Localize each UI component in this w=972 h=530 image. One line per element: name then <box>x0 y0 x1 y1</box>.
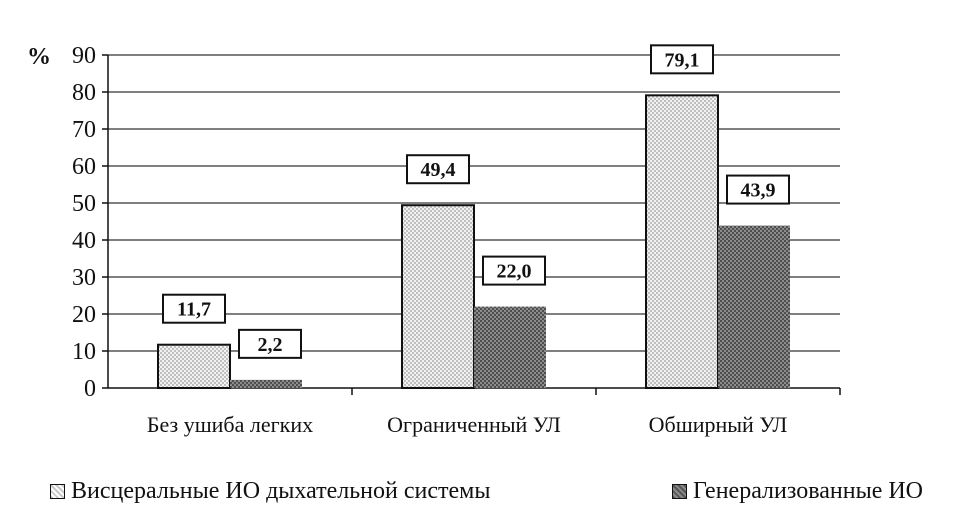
bar-generalized <box>718 225 790 388</box>
legend-label-visceral: Висцеральные ИО дыхательной системы <box>71 478 491 504</box>
y-tick-label: 40 <box>72 228 96 254</box>
x-tick-label: Без ушиба легких <box>147 412 313 437</box>
bars <box>157 94 790 390</box>
data-label-box <box>406 154 470 185</box>
x-tick-label: Обширный УЛ <box>649 412 788 437</box>
data-label: 11,7 <box>177 299 211 321</box>
data-label-box <box>726 174 790 205</box>
data-label-box <box>650 44 714 75</box>
bar-visceral <box>645 94 719 390</box>
bar-generalized <box>474 306 546 388</box>
gridlines <box>108 54 840 352</box>
y-tick-label: 50 <box>72 191 96 217</box>
y-tick-label: 10 <box>72 339 96 365</box>
y-tick-label: 60 <box>72 154 96 180</box>
y-tick-label: 30 <box>72 265 96 291</box>
y-tick-label: 70 <box>72 117 96 143</box>
bar-visceral <box>157 343 231 389</box>
x-tick-label: Ограниченный УЛ <box>387 412 561 437</box>
data-label: 49,4 <box>421 159 456 181</box>
legend-label-generalized: Генерализованные ИО <box>693 478 924 504</box>
y-tick-label: 80 <box>72 80 96 106</box>
legend-swatch-visceral <box>50 484 65 499</box>
legend-swatch-generalized <box>672 484 687 499</box>
legend-item-generalized: Генерализованные ИО <box>672 478 923 505</box>
data-label-box <box>162 293 226 324</box>
data-label-box <box>482 255 546 286</box>
bar-visceral <box>401 204 475 389</box>
data-label: 22,0 <box>497 261 532 283</box>
data-label-box <box>238 328 302 359</box>
data-label: 2,2 <box>258 334 283 356</box>
bar-generalized <box>230 379 302 388</box>
y-tick-label: 20 <box>72 302 96 328</box>
y-tick-label: 0 <box>84 376 96 402</box>
y-axis-unit: % <box>27 44 51 70</box>
legend-item-visceral: Висцеральные ИО дыхательной системы <box>50 478 490 505</box>
data-label: 79,1 <box>665 49 700 71</box>
y-tick-label: 90 <box>72 43 96 69</box>
data-label: 43,9 <box>741 180 776 202</box>
bar-chart: 0 10 20 30 40 50 60 70 80 90 Без ушиба легких Огран… <box>27 43 841 437</box>
data-labels: 11,7 2,2 49,4 22,0 79,1 43,9 <box>162 44 790 359</box>
legend: Висцеральные ИО дыхательной системы Гене… <box>0 478 972 518</box>
